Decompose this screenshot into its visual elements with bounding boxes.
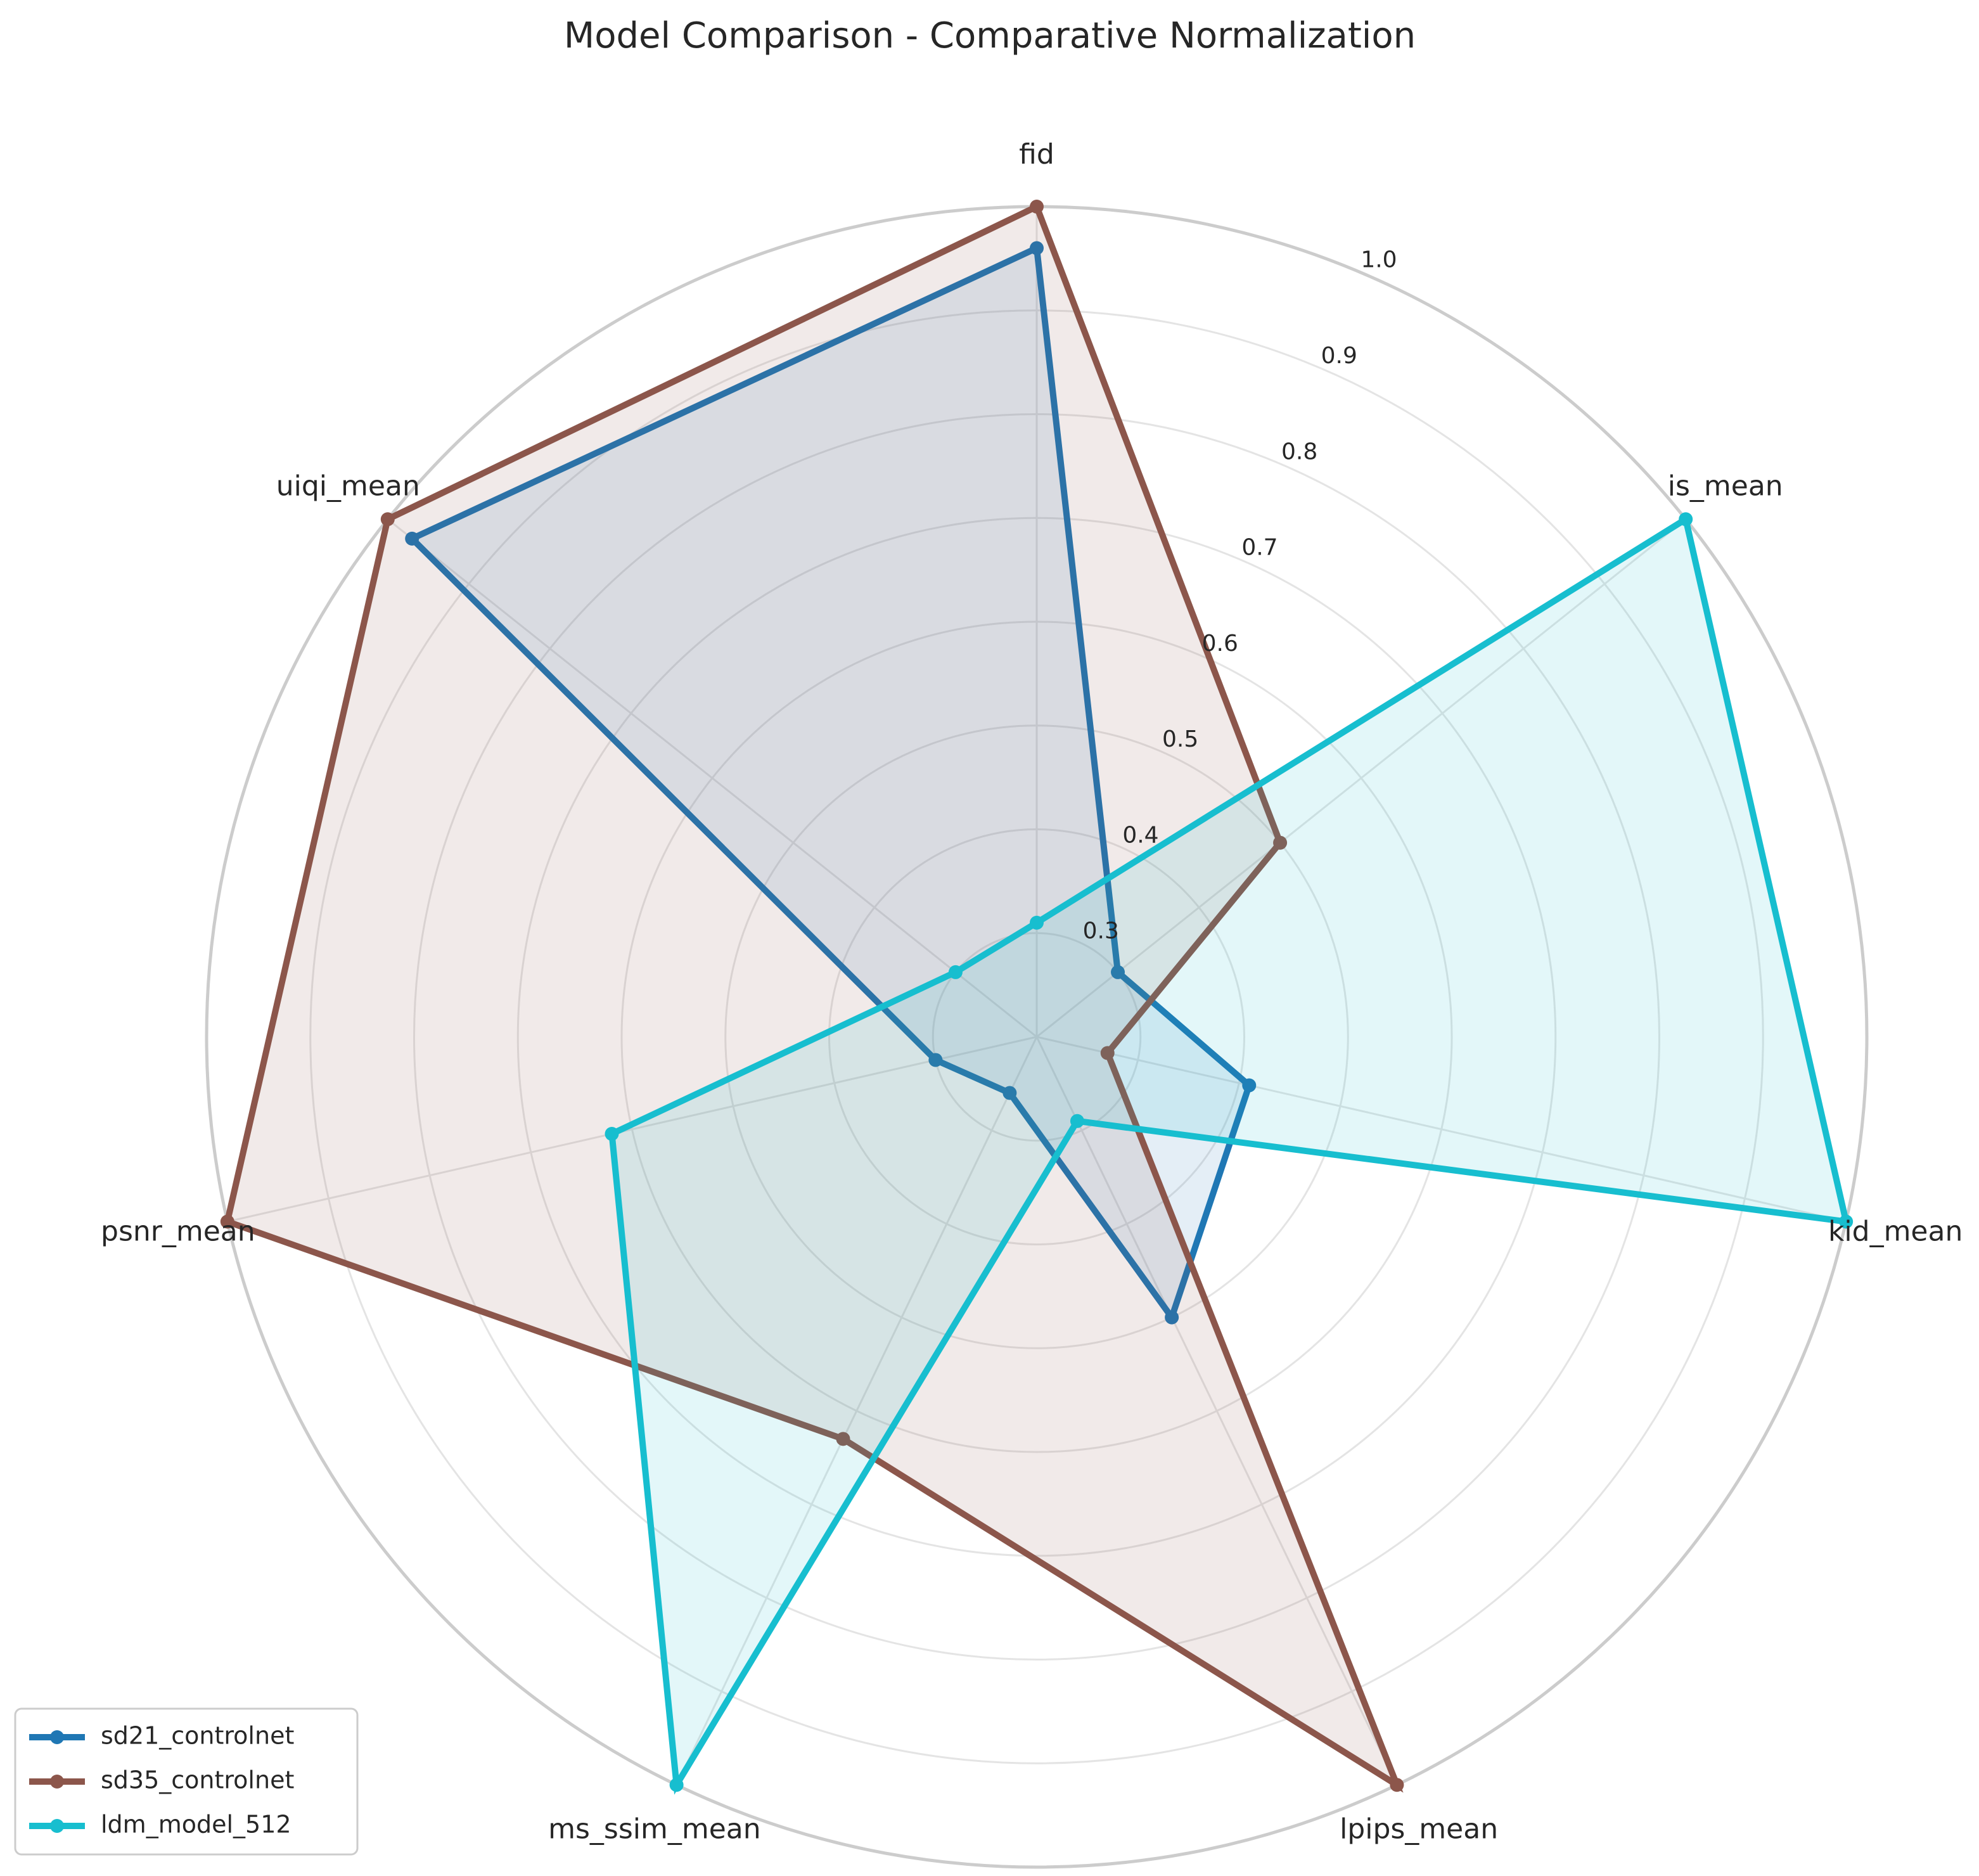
radial-tick-label: 0.4 <box>1122 822 1158 848</box>
legend-label: sd21_controlnet <box>101 1722 294 1750</box>
series-point <box>1030 241 1044 255</box>
series-point <box>1111 965 1125 979</box>
axis-label: ms_ssim_mean <box>548 1813 761 1845</box>
series-point <box>1165 1310 1179 1325</box>
series-point <box>1390 1778 1404 1792</box>
axis-labels: fid is_mean kid_mean lpips_mean ms_ssim_mean… <box>101 138 1963 1845</box>
series-point <box>1242 1078 1257 1093</box>
series-point <box>1030 200 1044 214</box>
series-line <box>406 243 1253 1325</box>
series-line <box>608 514 1850 1795</box>
series-point <box>605 1127 619 1141</box>
axis-label: psnr_mean <box>101 1215 255 1247</box>
series-point <box>1100 1046 1115 1060</box>
series-line <box>223 202 1404 1793</box>
legend-swatch-marker <box>50 1819 64 1833</box>
radial-tick-label: 0.7 <box>1241 535 1278 561</box>
series-fill <box>412 248 1250 1318</box>
legend: sd21_controlnet sd35_controlnet ldm_model_… <box>14 1707 359 1856</box>
series-point <box>836 1432 850 1446</box>
series-point <box>1679 512 1693 527</box>
radial-tick-label: 0.8 <box>1281 439 1317 465</box>
series-point <box>1030 915 1044 930</box>
series-point <box>1273 835 1288 850</box>
grid-spoke <box>387 518 1037 1038</box>
axis-label: uiqi_mean <box>276 470 420 502</box>
series-point <box>405 531 419 546</box>
series-fill <box>612 519 1847 1785</box>
legend-swatch-marker <box>50 1730 64 1744</box>
series-point <box>928 1053 943 1067</box>
grid-spoke <box>676 1036 1038 1785</box>
radial-tick-label: 1.0 <box>1361 247 1397 273</box>
axis-label: fid <box>1019 138 1054 170</box>
axis-label: is_mean <box>1668 470 1783 502</box>
legend-box <box>14 1707 359 1856</box>
series-fill <box>227 207 1397 1785</box>
radial-tick-label: 0.9 <box>1321 343 1357 369</box>
radial-tick-labels: 0.3 0.4 0.5 0.6 0.7 0.8 0.9 1.0 <box>1083 247 1397 944</box>
grid-spoke <box>1036 1036 1847 1223</box>
series-point <box>380 512 395 527</box>
axis-label: kid_mean <box>1828 1215 1963 1247</box>
legend-swatch-marker <box>50 1775 64 1789</box>
grid-spoke <box>1036 518 1687 1038</box>
radial-tick-label: 0.6 <box>1202 631 1238 657</box>
chart-title: Model Comparison - Comparative Normaliza… <box>564 15 1416 56</box>
grid-spoke <box>227 1036 1037 1223</box>
radar-series <box>220 200 1854 1795</box>
axis-label: lpips_mean <box>1340 1813 1498 1845</box>
series-point <box>220 1214 234 1229</box>
series-point <box>669 1778 684 1792</box>
series-point <box>1839 1214 1854 1229</box>
series-point <box>948 965 963 979</box>
series-point <box>1070 1114 1084 1128</box>
radial-tick-label: 0.5 <box>1162 726 1198 752</box>
legend-label: ldm_model_512 <box>101 1811 291 1839</box>
radial-tick-label: 0.3 <box>1083 918 1119 944</box>
series-point <box>1002 1086 1017 1100</box>
grid-spoke <box>1035 1036 1398 1785</box>
legend-label: sd35_controlnet <box>101 1766 294 1794</box>
